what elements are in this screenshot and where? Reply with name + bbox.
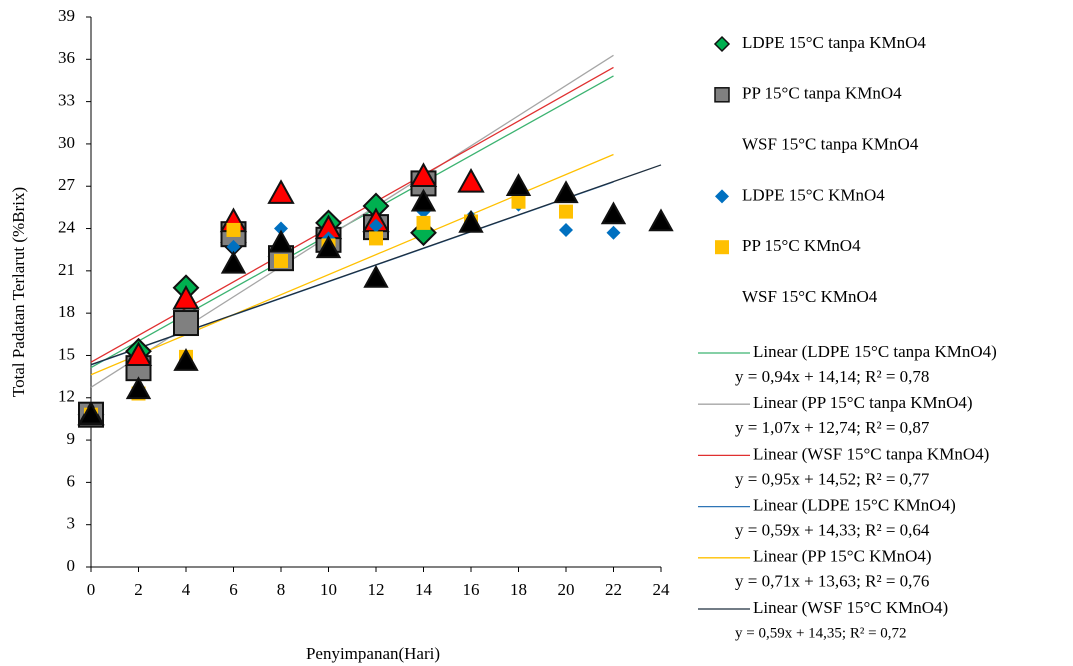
legend-marker	[713, 35, 731, 53]
data-point	[648, 208, 674, 232]
trendline-equation: y = 0,71x + 13,63; R² = 0,76	[735, 572, 929, 591]
legend-label: Linear (LDPE 15°C tanpa KMnO4)	[753, 342, 997, 361]
x-tick-label: 8	[277, 580, 286, 599]
data-point	[409, 162, 438, 187]
legend-label: Linear (LDPE 15°C KMnO4)	[753, 496, 956, 515]
y-tick-label: 18	[58, 302, 75, 321]
data-point	[416, 215, 431, 230]
trendline-equation: y = 0,94x + 14,14; R² = 0,78	[735, 367, 929, 386]
data-point	[172, 284, 200, 310]
legend-label: Linear (PP 15°C KMnO4)	[753, 547, 932, 566]
y-tick-label: 6	[67, 471, 76, 490]
data-point	[559, 222, 573, 237]
y-tick-label: 27	[58, 175, 76, 194]
x-tick-label: 4	[182, 580, 191, 599]
legend-label: Linear (WSF 15°C KMnO4)	[753, 598, 948, 617]
y-tick-label: 3	[67, 514, 76, 533]
legend-label: PP 15°C tanpa KMnO4	[742, 84, 902, 103]
data-point	[125, 376, 152, 400]
x-tick-label: 10	[320, 580, 337, 599]
x-tick-label: 18	[510, 580, 527, 599]
legend-label: WSF 15°C tanpa KMnO4	[742, 135, 919, 154]
legend-marker	[715, 240, 729, 255]
y-tick-label: 15	[58, 344, 75, 363]
x-tick-label: 20	[558, 580, 575, 599]
legend-marker	[715, 189, 729, 204]
trendline	[90, 153, 614, 376]
y-tick-label: 12	[58, 387, 75, 406]
legend-label: LDPE 15°C KMnO4	[742, 185, 885, 204]
legend-label: WSF 15°C KMnO4	[742, 287, 878, 306]
x-tick-label: 22	[605, 580, 622, 599]
data-point	[315, 235, 342, 259]
y-axis-title: Total Padatan Terlarut (%Brix)	[9, 187, 28, 397]
data-point	[458, 209, 484, 233]
data-point	[600, 201, 627, 225]
data-point	[505, 173, 532, 197]
trendline	[90, 66, 614, 363]
data-point	[363, 264, 389, 288]
legend-marker	[714, 87, 730, 103]
x-tick-label: 24	[653, 580, 671, 599]
trendline-equation: y = 0,59x + 14,33; R² = 0,64	[735, 521, 930, 540]
y-tick-label: 39	[58, 6, 75, 25]
trendline-equation: y = 0,59x + 14,35; R² = 0,72	[735, 625, 907, 641]
y-tick-label: 21	[58, 260, 75, 279]
data-point	[410, 188, 437, 212]
x-tick-label: 0	[87, 580, 96, 599]
data-point	[457, 167, 485, 193]
legend-label: Linear (PP 15°C tanpa KMnO4)	[753, 393, 973, 412]
x-tick-label: 2	[134, 580, 143, 599]
data-point	[173, 310, 199, 337]
trendline-equation: y = 0,95x + 14,52; R² = 0,77	[735, 469, 930, 488]
legend-label: Linear (WSF 15°C tanpa KMnO4)	[753, 444, 989, 463]
legend-label: PP 15°C KMnO4	[742, 236, 861, 255]
data-point	[268, 229, 294, 253]
data-point	[226, 239, 241, 254]
data-point	[511, 194, 526, 209]
x-tick-label: 12	[368, 580, 385, 599]
data-point	[220, 250, 247, 274]
y-tick-label: 0	[67, 556, 76, 575]
data-point	[226, 222, 241, 237]
x-tick-label: 6	[229, 580, 238, 599]
data-point	[124, 341, 153, 367]
trendline-equation: y = 1,07x + 12,74; R² = 0,87	[735, 418, 930, 437]
y-tick-label: 36	[58, 48, 75, 67]
data-point	[369, 231, 383, 246]
x-axis-title: Penyimpanan(Hari)	[306, 644, 440, 663]
y-tick-label: 30	[58, 133, 75, 152]
x-tick-label: 16	[463, 580, 480, 599]
data-point	[274, 221, 288, 236]
data-point	[173, 348, 199, 371]
legend-label: LDPE 15°C tanpa KMnO4	[742, 33, 926, 52]
y-tick-label: 9	[67, 429, 76, 448]
data-point	[559, 204, 573, 219]
data-point	[369, 218, 383, 233]
data-point	[78, 401, 104, 425]
data-point	[274, 253, 288, 268]
y-tick-label: 24	[58, 217, 76, 236]
data-point	[267, 179, 295, 204]
x-tick-label: 14	[415, 580, 433, 599]
y-tick-label: 33	[58, 91, 75, 110]
data-point	[553, 180, 579, 204]
data-point	[606, 225, 621, 240]
